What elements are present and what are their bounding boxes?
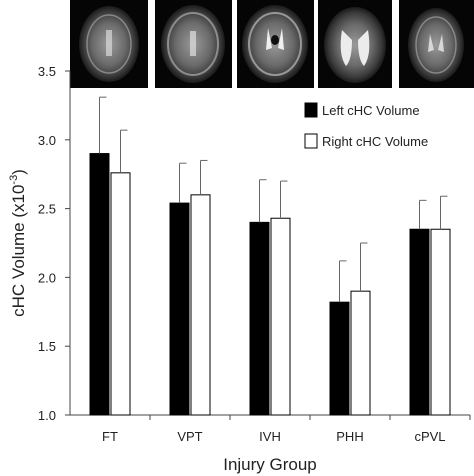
y-tick-label: 3.0 [38,133,56,148]
legend-swatch-left [304,102,318,118]
y-tick-label: 1.0 [38,408,56,423]
bar-right [110,172,131,416]
bar-right [430,228,451,416]
bar-left [169,202,190,416]
legend: Left cHC Volume Right cHC Volume [304,102,428,149]
mri-thumbnail-vpt [155,0,232,88]
x-axis-ticks: FT VPT IVH PHH cPVL [102,415,471,444]
mri-thumbnail-phh [318,0,392,88]
x-tick-label: VPT [177,429,202,444]
y-axis-title-superscript: -3 [8,175,20,185]
mri-thumbnail-ft [70,0,148,88]
y-tick-label: 2.0 [38,270,56,285]
legend-swatch-right [304,133,318,149]
bar-right [190,194,211,416]
bar-left [249,221,270,416]
y-axis-title: cHC Volume (x10-3) [8,169,28,317]
y-axis-ticks: 1.0 1.5 2.0 2.5 3.0 3.5 [38,64,70,423]
y-tick-label: 1.5 [38,339,56,354]
x-tick-label: FT [102,429,118,444]
mri-thumbnails [70,0,474,88]
x-tick-label: PHH [336,429,363,444]
legend-label-left: Left cHC Volume [322,103,420,118]
legend-label-right: Right cHC Volume [322,134,428,149]
y-tick-label: 2.5 [38,202,56,217]
x-axis-title: Injury Group [223,455,317,474]
y-axis-title-end: ) [9,169,28,175]
y-axis-title-main: cHC Volume (x10 [9,185,28,317]
bar-left [329,301,350,416]
bar-right [270,217,291,416]
bars [89,153,451,416]
mri-thumbnail-cpvl [399,0,474,88]
mri-thumbnail-ivh [237,0,314,88]
bar-right [350,290,371,416]
error-bars [99,96,448,303]
y-tick-label: 3.5 [38,64,56,79]
x-tick-label: cPVL [414,429,445,444]
bar-left [89,153,110,416]
bar-left [409,228,430,416]
x-tick-label: IVH [259,429,281,444]
